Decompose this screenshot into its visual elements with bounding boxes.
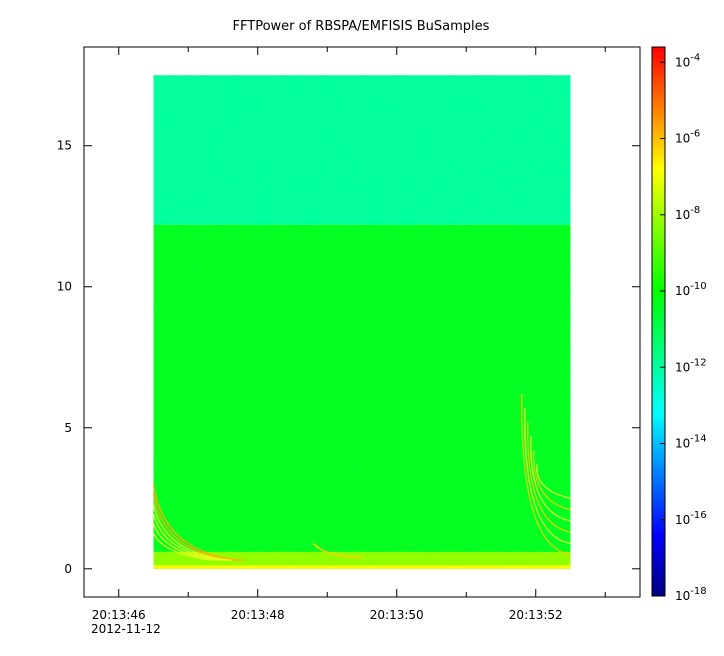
colorbar-label: 10-14 bbox=[675, 434, 707, 451]
colorbar-label: 10-8 bbox=[675, 205, 700, 222]
colorbar-label: 10-16 bbox=[675, 510, 707, 527]
x-date-label: 2012-11-12 bbox=[91, 622, 161, 636]
rising-trace bbox=[536, 464, 571, 499]
whistler-trace bbox=[152, 493, 238, 562]
rising-trace bbox=[530, 436, 571, 522]
rising-trace bbox=[521, 393, 571, 556]
whistler-trace bbox=[152, 533, 214, 562]
spectrogram-texture bbox=[153, 75, 571, 569]
y-tick-label: 5 bbox=[64, 421, 72, 435]
y-axis: 0 5 10 15 bbox=[57, 139, 640, 576]
rising-trace bbox=[527, 422, 571, 533]
x-axis: 20:13:46 20:13:48 20:13:50 20:13:52 bbox=[92, 47, 606, 622]
colorbar-label: 10-12 bbox=[675, 357, 707, 374]
whistler-trace bbox=[152, 484, 244, 562]
x-tick-label: 20:13:50 bbox=[370, 608, 424, 622]
whistler-trace bbox=[152, 503, 232, 562]
whistler-trace bbox=[152, 523, 220, 562]
colorbar-label: 10-18 bbox=[675, 586, 707, 603]
x-tick-label: 20:13:52 bbox=[509, 608, 563, 622]
colorbar bbox=[651, 46, 666, 597]
y-tick-label: 15 bbox=[57, 139, 72, 153]
y-tick-label: 0 bbox=[64, 562, 72, 576]
chart-title: FFTPower of RBSPA/EMFISIS BuSamples bbox=[233, 19, 490, 34]
spectrogram-image bbox=[153, 75, 571, 569]
colorbar-axis: 10-4 10-6 10-8 10-10 10-12 10-14 10-16 10-18 bbox=[660, 52, 707, 603]
x-tick-label: 20:13:46 bbox=[92, 608, 146, 622]
rising-trace bbox=[524, 408, 571, 545]
rising-trace bbox=[533, 450, 571, 511]
y-tick-label: 10 bbox=[57, 280, 72, 294]
spectral-features bbox=[152, 393, 571, 562]
whistler-trace bbox=[152, 513, 226, 562]
x-tick-label: 20:13:48 bbox=[231, 608, 285, 622]
colorbar-label: 10-4 bbox=[675, 52, 700, 69]
whistler-trace bbox=[312, 542, 363, 559]
colorbar-label: 10-6 bbox=[675, 129, 700, 146]
colorbar-label: 10-10 bbox=[675, 281, 707, 298]
